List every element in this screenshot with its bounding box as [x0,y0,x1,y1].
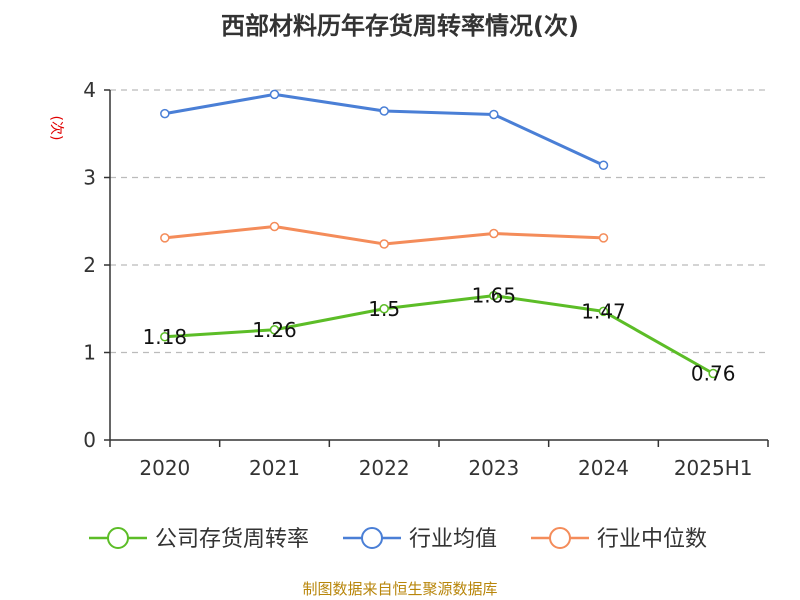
source-note: 制图数据来自恒生聚源数据库 [302,580,497,598]
legend-label: 行业均值 [409,527,497,552]
data-point[interactable] [598,160,609,170]
tick-labels: 0 1 2 3 4 2020 2021 2022 2023 2024 2025H1 [83,78,752,480]
data-point[interactable] [379,239,389,249]
data-label: 1.5 [368,297,400,321]
data-point[interactable] [489,109,499,120]
legend-item-2[interactable]: 行业中位数 [531,527,707,552]
chart-title: 西部材料历年存货周转率情况(次) [221,12,579,40]
y-tick-label: 0 [83,428,96,452]
data-label: 1.47 [581,299,626,323]
legend[interactable]: 公司存货周转率 行业均值 行业中位数 [89,527,707,552]
x-tick-label: 2023 [468,456,519,480]
data-point[interactable] [269,89,280,100]
axes [104,89,769,447]
x-tick-label: 2020 [139,456,190,480]
series-group: 1.18 1.26 1.5 1.65 1.47 0.76 [143,89,736,386]
legend-swatch-marker [107,527,129,549]
data-point[interactable] [598,233,609,243]
data-point[interactable] [489,228,499,239]
data-point[interactable] [160,233,170,243]
data-point[interactable] [379,106,389,116]
data-point[interactable] [269,221,280,232]
x-tick-label: 2024 [578,456,629,480]
data-label: 0.76 [691,362,736,386]
data-point[interactable] [269,325,280,335]
series-line-1 [164,92,605,167]
data-label: 1.65 [472,284,517,308]
data-label: 1.18 [143,325,188,349]
series-line-0 [164,294,714,375]
data-point[interactable] [708,368,718,379]
legend-swatch-marker [549,527,571,549]
x-tick-label: 2022 [359,456,410,480]
x-tick-label: 2021 [249,456,300,480]
data-point[interactable] [160,332,170,342]
y-axis-label: (次) [48,116,64,141]
legend-label: 公司存货周转率 [155,527,309,552]
legend-label: 行业中位数 [597,527,707,552]
legend-swatch-marker [361,527,383,549]
data-point[interactable] [489,290,499,301]
y-tick-label: 4 [83,78,96,102]
legend-item-0[interactable]: 公司存货周转率 [89,527,309,552]
x-tick-label: 2025H1 [674,456,753,480]
y-tick-label: 3 [83,166,96,190]
y-tick-label: 1 [83,341,96,365]
data-point[interactable] [379,304,389,314]
legend-item-1[interactable]: 行业均值 [343,527,497,552]
y-tick-label: 2 [83,253,96,277]
data-point[interactable] [598,306,609,317]
data-point[interactable] [160,108,170,119]
data-label: 1.26 [252,318,297,342]
grid [110,89,768,354]
